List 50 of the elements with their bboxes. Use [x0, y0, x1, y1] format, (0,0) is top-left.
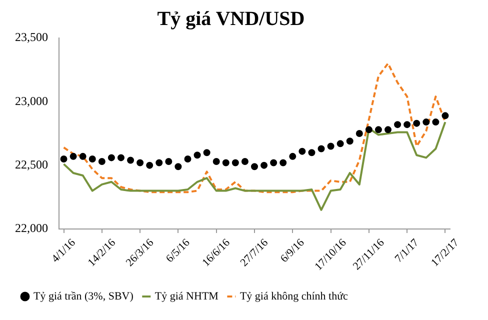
- point: [203, 149, 210, 156]
- y-tick-label: 23,500: [15, 30, 48, 44]
- point: [60, 155, 68, 162]
- point: [241, 158, 248, 166]
- point: [127, 156, 134, 164]
- point: [432, 118, 440, 126]
- point: [270, 159, 278, 166]
- point: [79, 152, 86, 160]
- point: [346, 138, 354, 145]
- point: [70, 152, 77, 160]
- point: [356, 130, 363, 137]
- point: [308, 149, 316, 156]
- point: [232, 159, 239, 166]
- point: [289, 152, 296, 160]
- point: [222, 159, 230, 166]
- point: [422, 118, 430, 126]
- legend-label: Tỷ giá trần (3%, SBV): [34, 290, 134, 302]
- point: [298, 148, 306, 155]
- point: [413, 120, 420, 127]
- point: [108, 154, 115, 162]
- point: [365, 126, 372, 134]
- point: [374, 126, 382, 134]
- point: [336, 140, 344, 148]
- point: [156, 159, 163, 166]
- point: [165, 158, 172, 166]
- point: [88, 155, 96, 162]
- chart-title: Tỷ giá VND/USD: [157, 8, 305, 30]
- point: [146, 162, 154, 169]
- y-tick-label: 22,500: [15, 157, 48, 172]
- point: [384, 126, 392, 134]
- point: [117, 154, 124, 162]
- point: [251, 163, 258, 170]
- point: [136, 159, 144, 166]
- point: [174, 163, 182, 170]
- point: [194, 152, 201, 159]
- line-series: [62, 62, 446, 194]
- point: [442, 112, 449, 120]
- y-tick-label: 22,000: [15, 221, 48, 236]
- point: [260, 162, 268, 169]
- point: [318, 145, 325, 152]
- point: [280, 159, 287, 166]
- y-tick-label: 23,000: [15, 94, 48, 108]
- point: [184, 155, 192, 162]
- point: [98, 158, 106, 166]
- legend-label: Tỷ giá không chính thức: [240, 290, 348, 302]
- point: [404, 121, 411, 128]
- legend-label: Tỷ giá NHTM: [154, 290, 219, 302]
- point: [212, 158, 220, 166]
- point: [327, 142, 334, 150]
- point: [394, 121, 402, 128]
